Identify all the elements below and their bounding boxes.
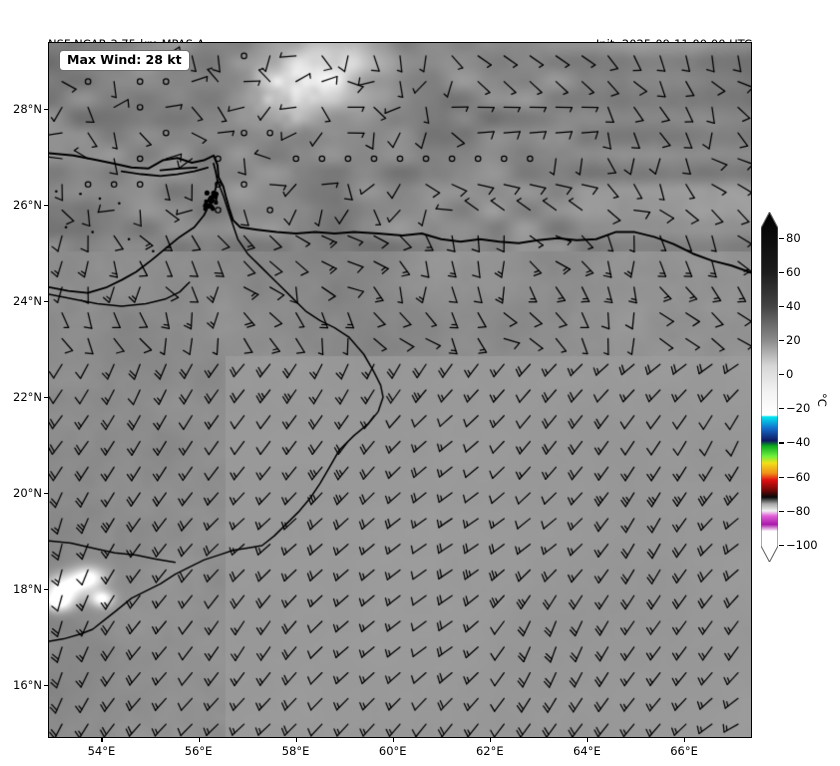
x-tick-label: 66°E [670,744,698,758]
y-tick-mark [44,397,48,399]
satellite-ir-raster [49,43,751,737]
colorbar-tick-label: 20 [786,333,801,348]
x-tick-mark [586,738,589,742]
colorbar-tick-label: −80 [786,503,811,518]
x-tick-mark [198,738,200,742]
colorbar-tick-mark [779,271,784,273]
y-tick-mark [44,493,48,495]
colorbar-tick-mark [779,510,784,512]
y-tick-label: 18°N [13,582,42,597]
colorbar-tick-mark [779,305,784,307]
x-tick-label: 58°E [281,744,310,758]
colorbar-tick-mark [779,374,784,376]
colorbar-tick-label: 0 [786,367,794,382]
y-tick-mark [44,685,48,687]
y-tick-mark [44,205,48,207]
x-tick-label: 62°E [475,744,504,758]
x-tick-mark [101,738,103,742]
y-tick-label: 28°N [13,102,42,117]
colorbar-tick-mark [779,340,784,342]
y-tick-label: 16°N [13,678,42,693]
x-tick-label: 64°E [573,744,601,758]
colorbar-tick-mark [779,442,784,444]
colorbar-tick-label: −20 [786,401,811,416]
colorbar-tick-label: 60 [786,264,801,279]
colorbar-tick-mark [779,237,784,239]
map-plot-area[interactable] [48,42,752,738]
y-tick-mark [44,109,48,111]
y-tick-label: 26°N [13,198,42,213]
y-tick-label: 22°N [13,390,42,405]
colorbar-tick-mark [779,544,784,547]
colorbar-tick-label: −60 [786,469,811,484]
colorbar-tick-label: 40 [786,298,801,313]
x-tick-label: 56°E [184,744,213,758]
x-tick-label: 54°E [87,744,116,758]
y-tick-mark [44,301,48,303]
colorbar[interactable] [761,212,778,562]
colorbar-tick-label: 80 [786,230,801,245]
x-tick-label: 60°E [378,744,407,758]
y-tick-label: 20°N [13,486,42,501]
x-tick-mark [489,738,491,742]
max-wind-annotation: Max Wind: 28 kt [59,50,190,71]
y-tick-mark [44,589,48,591]
colorbar-tick-label: −40 [786,435,811,450]
x-tick-mark [392,738,394,742]
x-tick-mark [295,738,297,742]
colorbar-tick-label: −100 [786,537,818,552]
y-tick-label: 24°N [13,294,42,309]
colorbar-unit-label: °C [815,393,829,407]
colorbar-tick-mark [779,476,784,478]
colorbar-tick-mark [779,408,784,410]
x-tick-mark [684,738,686,742]
